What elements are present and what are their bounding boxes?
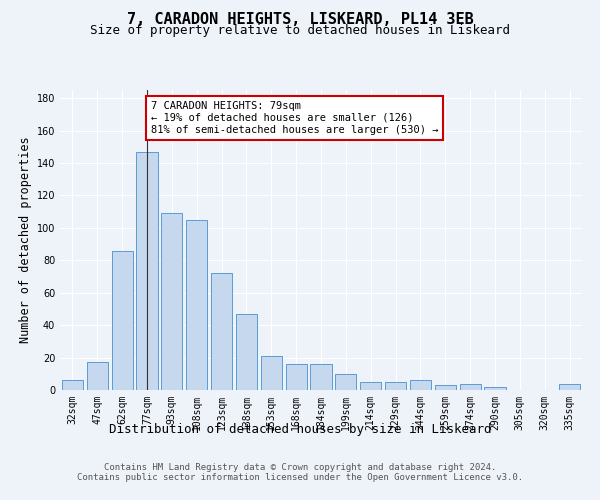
- Bar: [186, 220, 207, 390]
- Text: 7, CARADON HEIGHTS, LISKEARD, PL14 3EB: 7, CARADON HEIGHTS, LISKEARD, PL14 3EB: [127, 12, 473, 28]
- Bar: [236, 314, 257, 390]
- Bar: [460, 384, 481, 390]
- Bar: [310, 364, 332, 390]
- Bar: [484, 387, 506, 390]
- Bar: [435, 385, 456, 390]
- Bar: [335, 374, 356, 390]
- Text: 7 CARADON HEIGHTS: 79sqm
← 19% of detached houses are smaller (126)
81% of semi-: 7 CARADON HEIGHTS: 79sqm ← 19% of detach…: [151, 102, 438, 134]
- Bar: [559, 384, 580, 390]
- Text: Size of property relative to detached houses in Liskeard: Size of property relative to detached ho…: [90, 24, 510, 37]
- Text: Contains HM Land Registry data © Crown copyright and database right 2024.
Contai: Contains HM Land Registry data © Crown c…: [77, 463, 523, 482]
- Bar: [136, 152, 158, 390]
- Bar: [211, 273, 232, 390]
- Bar: [161, 213, 182, 390]
- Bar: [360, 382, 381, 390]
- Bar: [385, 382, 406, 390]
- Bar: [261, 356, 282, 390]
- Bar: [286, 364, 307, 390]
- Y-axis label: Number of detached properties: Number of detached properties: [19, 136, 32, 344]
- Bar: [87, 362, 108, 390]
- Text: Distribution of detached houses by size in Liskeard: Distribution of detached houses by size …: [109, 422, 491, 436]
- Bar: [410, 380, 431, 390]
- Bar: [62, 380, 83, 390]
- Bar: [112, 250, 133, 390]
